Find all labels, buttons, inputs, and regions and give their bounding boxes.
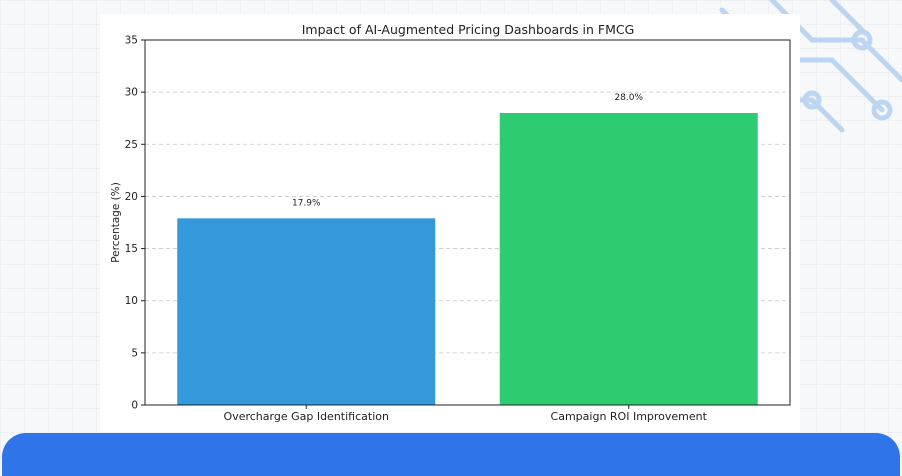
- plot-frame: [144, 39, 791, 406]
- bar-value-label: 28.0%: [614, 93, 643, 103]
- circuit-trace: [829, 0, 865, 33]
- y-axis-label: Percentage (%): [110, 182, 122, 263]
- x-tick-label: Overcharge Gap Identification: [224, 410, 389, 423]
- bar: [499, 113, 758, 405]
- bar-chart: Impact of AI-Augmented Pricing Dashboard…: [110, 22, 791, 423]
- chart-card: Impact of AI-Augmented Pricing Dashboard…: [100, 14, 800, 432]
- circuit-node: [851, 29, 873, 51]
- bars: [177, 113, 758, 405]
- bottom-panel: [2, 433, 900, 476]
- y-tick-label: 10: [125, 295, 138, 307]
- circuit-node: [871, 99, 893, 121]
- bar: [177, 218, 436, 405]
- y-tick-label: 25: [125, 139, 138, 151]
- chart-title: Impact of AI-Augmented Pricing Dashboard…: [302, 22, 635, 37]
- circuit-node: [802, 90, 822, 110]
- value-labels: 17.9% 28.0%: [292, 93, 644, 208]
- y-tick-label: 0: [131, 400, 138, 412]
- bar-value-label: 17.9%: [292, 198, 321, 208]
- y-tick-label: 20: [125, 191, 138, 203]
- y-ticks: 0 5 10 15 20 25 30 35: [125, 35, 145, 412]
- x-ticks: Overcharge Gap Identification Campaign RO…: [224, 405, 708, 423]
- x-tick-label: Campaign ROI Improvement: [551, 410, 708, 423]
- y-tick-label: 35: [125, 35, 138, 47]
- y-tick-label: 5: [131, 347, 138, 359]
- y-tick-label: 15: [125, 243, 138, 255]
- y-tick-label: 30: [125, 87, 138, 99]
